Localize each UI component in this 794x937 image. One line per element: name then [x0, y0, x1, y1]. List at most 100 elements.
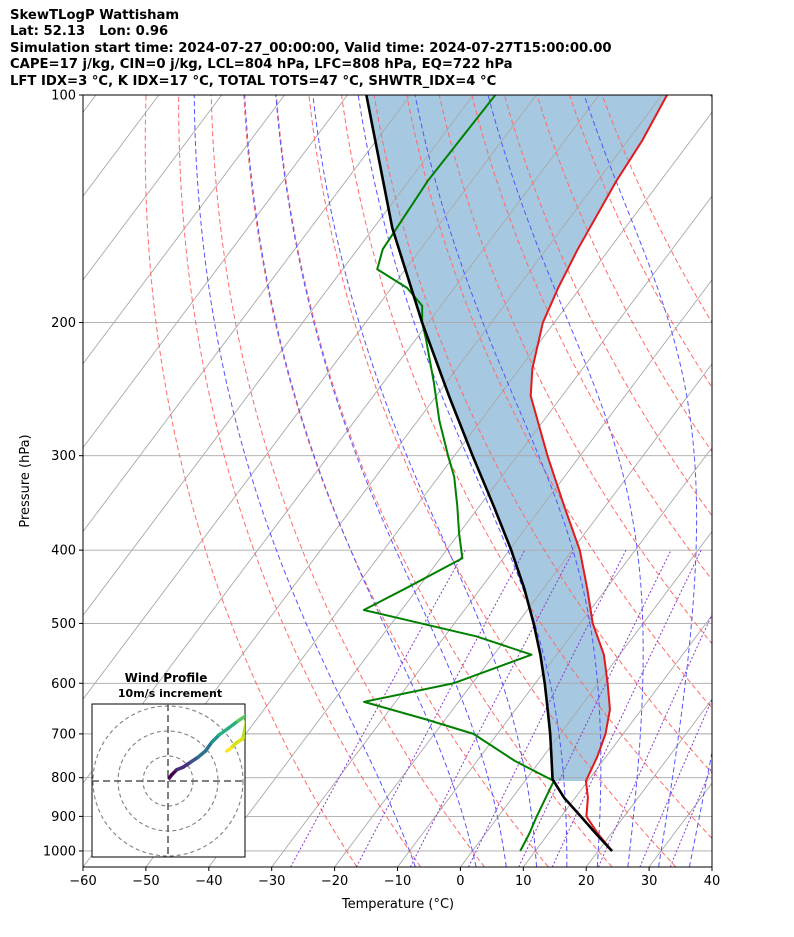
x-tick-label: −40: [195, 874, 222, 889]
barb-shaft: [711, 733, 712, 734]
adiabat-layer: [144, 95, 712, 867]
header-times: Simulation start time: 2024-07-27_00:00:…: [10, 40, 612, 56]
barb-flag: [739, 380, 748, 388]
hodograph-line: [167, 714, 245, 780]
mixing-ratio-line: [355, 549, 526, 867]
barb-shaft: [711, 777, 712, 779]
barb-flag: [739, 608, 748, 616]
barb-flag: [743, 150, 752, 158]
barb-shaft: [711, 842, 712, 844]
wind-barb: [711, 310, 744, 323]
dry-adiabat-line: [373, 95, 712, 774]
barb-flag: [735, 576, 744, 584]
barb-flag: [730, 312, 739, 320]
hodograph-title: Wind Profile: [125, 671, 208, 685]
isotherm-line: [83, 95, 411, 533]
barb-pennant: [736, 438, 745, 450]
barb-flag: [735, 215, 744, 223]
hodograph-segment: [225, 746, 233, 753]
series-layer: [362, 95, 668, 852]
dry-adiabat-line: [569, 95, 712, 389]
hodograph-rings: [92, 704, 245, 857]
x-tick-label: 40: [704, 874, 721, 889]
x-axis-label: Temperature (°C): [341, 897, 454, 912]
barb-shaft: [711, 321, 712, 323]
wind-barb: [711, 834, 712, 835]
isotherm-line: [83, 95, 223, 281]
barb-shaft: [711, 505, 712, 507]
barb-flag: [735, 266, 744, 274]
barb-pennant: [736, 532, 745, 544]
isotherm-line: [83, 95, 474, 617]
barb-flag: [743, 210, 752, 218]
barb-flag: [739, 213, 748, 221]
y-tick-label: 200: [51, 316, 76, 331]
moist-adiabat-line: [414, 95, 602, 867]
barb-flag: [747, 784, 749, 797]
barb-shaft: [711, 682, 712, 684]
barb-flag: [735, 310, 744, 318]
barb-half-flag: [735, 610, 740, 614]
wind-barb: [711, 842, 712, 844]
barb-shaft: [711, 622, 712, 624]
barb-shaft: [711, 825, 712, 827]
barb-flag: [743, 378, 752, 386]
hodograph-subtitle: 10m/s increment: [118, 687, 222, 700]
header-block: SkewTLogP Wattisham Lat: 52.13 Lon: 0.96…: [10, 8, 612, 90]
x-tick-label: −20: [321, 874, 348, 889]
barb-shaft: [711, 816, 712, 818]
isotherm-line: [83, 95, 537, 701]
barb-flag: [739, 153, 748, 161]
barb-shaft: [711, 227, 712, 229]
cape-layer: [366, 95, 668, 781]
barb-shaft: [711, 125, 712, 127]
wind-barb: [711, 573, 748, 589]
dry-adiabat-line: [341, 95, 712, 840]
barb-flag: [743, 108, 752, 116]
wind-barb: [711, 825, 712, 827]
dry-adiabat-line: [210, 95, 485, 867]
x-tick-label: −10: [384, 874, 411, 889]
barb-flag: [743, 605, 752, 613]
header-title: SkewTLogP Wattisham: [10, 8, 180, 23]
hodograph-inset: Wind Profile 10m/s increment: [91, 671, 246, 858]
moist-adiabat-line: [312, 95, 538, 867]
barb-shaft: [711, 850, 712, 852]
mixing-ratio-line: [597, 613, 712, 867]
wind-barb: [711, 816, 712, 818]
isotherm-line: [83, 95, 348, 449]
wind-barb-layer: [711, 108, 752, 852]
barb-shaft: [711, 588, 712, 589]
moist-adiabat-line: [275, 95, 507, 867]
y-tick-label: 300: [51, 449, 76, 464]
dry-adiabat-line: [178, 95, 422, 867]
isotherm-line: [208, 195, 712, 867]
y-tick-label: 800: [51, 771, 76, 786]
barb-shaft: [711, 834, 712, 835]
isotherm-line: [83, 95, 285, 365]
x-tick-label: 20: [578, 874, 595, 889]
dry-adiabat-line: [144, 95, 358, 867]
isotherm-line: [711, 866, 712, 867]
barb-flag: [743, 716, 752, 724]
wind-barb: [711, 378, 752, 396]
hodograph-segment: [241, 719, 245, 741]
mixing-ratio-line: [409, 549, 575, 867]
x-tick-label: −60: [69, 874, 96, 889]
moist-adiabat-line: [193, 95, 416, 867]
y-tick-label: 600: [51, 677, 76, 692]
y-tick-label: 1000: [43, 844, 76, 859]
barb-flag: [739, 573, 748, 581]
temperature-line: [529, 95, 668, 852]
wind-barb: [711, 850, 712, 852]
mixing-ratio-line: [639, 698, 712, 867]
mixing-ratio-line: [518, 549, 672, 867]
barb-shaft: [711, 277, 712, 279]
isotherm-line: [460, 530, 712, 867]
mixing-ratio-line: [468, 549, 627, 867]
wind-barb: [711, 777, 749, 797]
hodograph-segment: [210, 733, 221, 744]
barb-half-flag: [730, 268, 735, 272]
wind-barb: [711, 438, 745, 456]
header-location: Lat: 52.13 Lon: 0.96: [10, 24, 169, 40]
